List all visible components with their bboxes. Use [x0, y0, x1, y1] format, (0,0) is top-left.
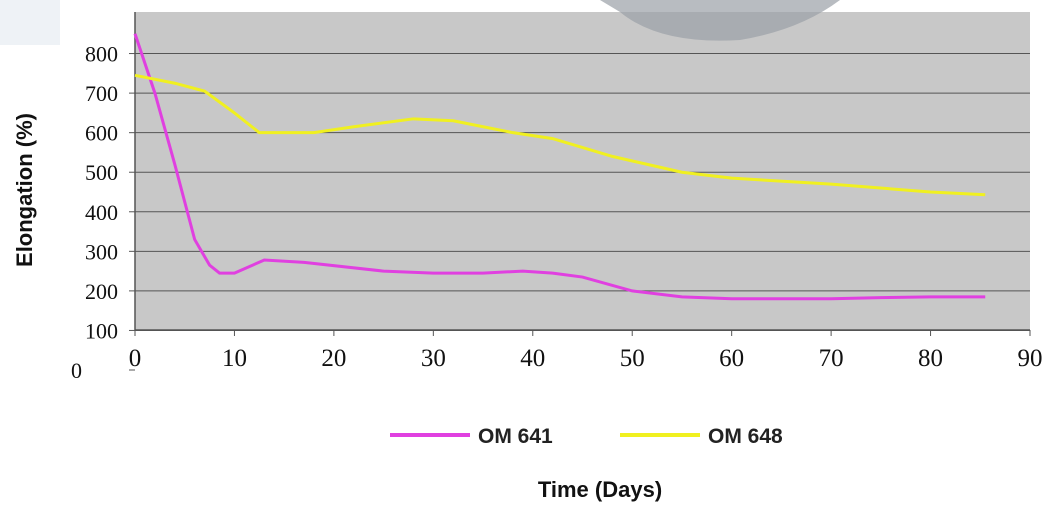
plot-area: [135, 12, 1030, 330]
y-tick-label: 700: [85, 81, 118, 106]
x-tick-label: 80: [918, 345, 943, 372]
y-tick-label: 500: [85, 160, 118, 185]
x-tick-label: 70: [819, 345, 844, 372]
y-tick-label: 600: [85, 121, 118, 146]
x-tick-label: 20: [321, 345, 346, 372]
chart: 0100200300400500600700800010203040506070…: [0, 0, 1059, 510]
x-axis-label: Time (Days): [538, 477, 662, 502]
x-tick-label: 40: [520, 345, 545, 372]
x-tick-label: 30: [421, 345, 446, 372]
y-tick-label: 200: [85, 279, 118, 304]
y-tick-label: 300: [85, 239, 118, 264]
x-tick-label: 60: [719, 345, 744, 372]
y-axis-label: Elongation (%): [12, 113, 37, 267]
legend-label: OM 648: [708, 425, 783, 448]
y-tick-label: 100: [85, 318, 118, 343]
legend-label: OM 641: [478, 425, 553, 448]
x-tick-label: 10: [222, 345, 247, 372]
y-tick-label: 800: [85, 42, 118, 67]
x-tick-label: 50: [620, 345, 645, 372]
x-tick-label: 0: [129, 345, 142, 372]
background-tint: [0, 0, 60, 45]
y-tick-label: 0: [71, 358, 82, 383]
y-tick-label: 400: [85, 200, 118, 225]
x-tick-label: 90: [1018, 345, 1043, 372]
